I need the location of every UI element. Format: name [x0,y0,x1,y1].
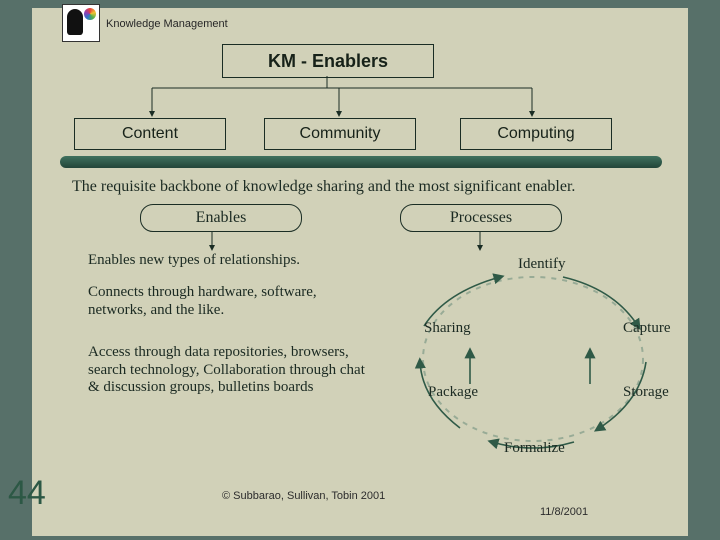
subheader-enables: Enables [140,204,302,232]
cycle-capture: Capture [623,320,670,337]
cycle-identify: Identify [518,256,565,273]
body-line2: Connects through hardware, software, net… [88,284,348,319]
cycle-storage: Storage [623,384,669,401]
slide-surface: Knowledge Management KM - Enablers Conte… [32,8,688,536]
process-cycle [388,244,678,464]
date: 11/8/2001 [540,506,588,518]
enabler-content: Content [74,118,226,150]
page-number: 44 [8,474,46,513]
enabler-community: Community [264,118,416,150]
backbone-text: The requisite backbone of knowledge shar… [72,178,575,196]
subheader-processes: Processes [400,204,562,232]
cycle-package: Package [428,384,478,401]
cycle-formalize: Formalize [504,440,565,457]
copyright: © Subbarao, Sullivan, Tobin 2001 [222,490,385,502]
enabler-computing: Computing [460,118,612,150]
body-line3: Access through data repositories, browse… [88,344,378,397]
cycle-sharing: Sharing [424,320,471,337]
body-line1: Enables new types of relationships. [88,252,300,270]
accent-bar [60,156,662,168]
